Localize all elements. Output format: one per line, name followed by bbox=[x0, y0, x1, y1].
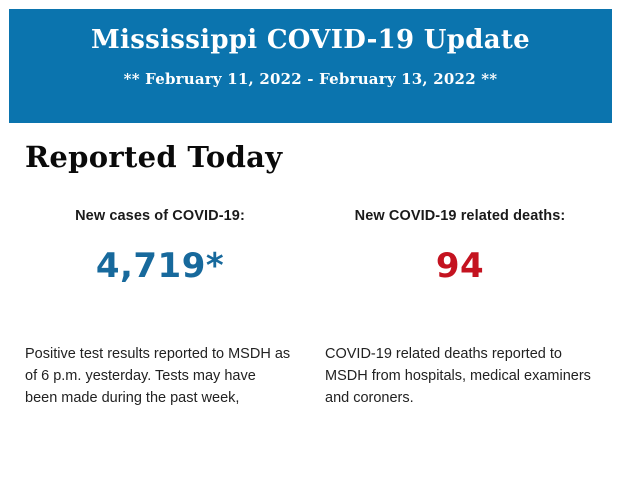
stat-new-deaths: New COVID-19 related deaths: 94 COVID-19… bbox=[325, 208, 595, 409]
page-title: Mississippi COVID-19 Update bbox=[90, 25, 531, 55]
stat-new-cases: New cases of COVID-19: 4,719* Positive t… bbox=[25, 208, 295, 409]
stats-grid: New cases of COVID-19: 4,719* Positive t… bbox=[25, 208, 595, 409]
new-cases-value: 4,719* bbox=[95, 246, 225, 286]
new-cases-description: Positive test results reported to MSDH a… bbox=[25, 346, 291, 406]
new-deaths-value: 94 bbox=[435, 246, 485, 286]
new-deaths-description: COVID-19 related deaths reported to MSDH… bbox=[325, 346, 591, 406]
date-range: ** February 11, 2022 - February 13, 2022… bbox=[123, 70, 498, 88]
header-banner: Mississippi COVID-19 Update ** February … bbox=[9, 9, 612, 123]
new-cases-label: New cases of COVID-19: bbox=[75, 208, 245, 224]
new-deaths-label: New COVID-19 related deaths: bbox=[354, 208, 566, 224]
section-heading: Reported Today bbox=[25, 140, 283, 174]
